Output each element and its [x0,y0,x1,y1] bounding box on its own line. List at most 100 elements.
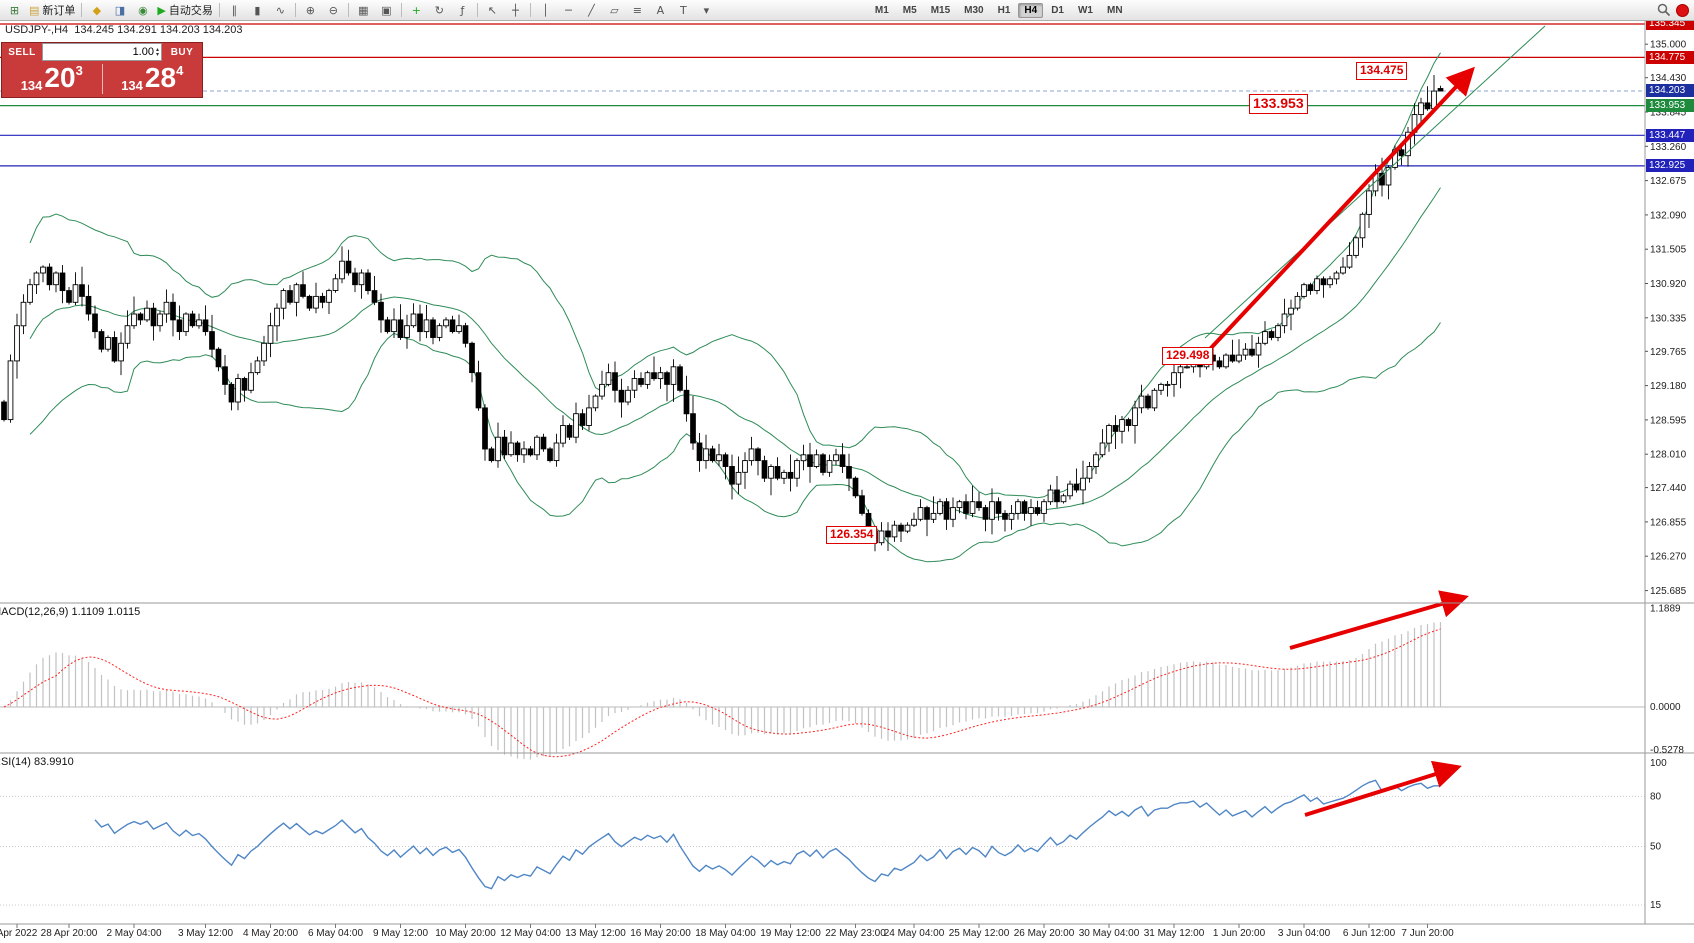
buy-price[interactable]: 134 28 4 [103,61,203,97]
macd-header: MACD(12,26,9) 1.1109 1.0115 [0,606,140,618]
buy-price-point: 4 [176,63,184,78]
cursor-button[interactable]: ↖ [481,1,504,20]
time-axis-label: 6 May 04:00 [308,928,363,939]
navigator-button[interactable]: ◉ [131,1,154,20]
sell-price[interactable]: 134 20 3 [2,61,102,97]
time-axis-label: 3 Jun 04:00 [1278,928,1331,939]
volume-input[interactable]: 1.00 ▴ ▾ [42,43,162,61]
trade-panel-prices: 134 20 3 134 28 4 [2,61,202,97]
data-window-icon: ◨ [114,3,126,17]
time-axis-label: 3 May 12:00 [178,928,233,939]
search-icon[interactable] [1657,3,1671,17]
price-axis-label: 132.675 [1650,176,1687,187]
trend-arrow[interactable] [1289,590,1469,650]
timeframe-d1[interactable]: D1 [1051,4,1064,16]
timeframe-m1[interactable]: M1 [874,4,889,16]
time-axis-label: 4 May 20:00 [243,928,298,939]
price-annotation[interactable]: 133.953 [1249,94,1308,114]
price-axis-label: 135.000 [1650,40,1687,51]
zoom-out-button[interactable]: ⊖ [322,1,345,20]
periods-button[interactable]: ↻ [428,1,451,20]
text-button[interactable]: A [649,1,672,20]
sell-button[interactable]: SELL [2,43,42,61]
trend-arrows[interactable] [1194,66,1475,817]
main-toolbar: ⊞ ▤ 新订单 ◆ ◨ ◉ ▶ 自动交易 ∥ ▮ ∿ ⊕ ⊖ ▦ ▣ + ↻ ƒ ↖ ┼ │ ─ ╱ ▱ ≡ A T ▾ M1 M5 M1… [0,0,1694,21]
data-window-button[interactable]: ◨ [108,1,131,20]
trendline-button[interactable]: ╱ [580,1,603,20]
buy-price-big-figure: 134 [121,78,143,93]
time-axis-label: 2 May 04:00 [106,928,161,939]
price-annotation[interactable]: 129.498 [1162,347,1214,365]
horizontal-lines[interactable] [0,23,1645,167]
toolbar-separator [529,3,531,17]
notification-badge[interactable] [1676,3,1689,17]
market-watch-button[interactable]: ◆ [85,1,108,20]
templates-button[interactable]: ƒ [451,1,474,20]
shapes-dropdown-button[interactable]: ▾ [695,1,718,20]
time-axis-label: 31 May 12:00 [1144,928,1205,939]
market-watch-icon: ◆ [92,3,102,17]
crosshair-icon: ┼ [512,3,519,17]
price-badge: 134.203 [1646,84,1694,97]
vertical-line-button[interactable]: │ [534,1,557,20]
timeframe-toolbar: M1 M5 M15 M30 H1 H4 D1 W1 MN [868,2,1130,18]
new-order-button[interactable]: ▤ 新订单 [26,1,78,20]
price-axis-label: 128.010 [1650,450,1687,461]
line-chart-button[interactable]: ∿ [269,1,292,20]
autotrade-button[interactable]: ▶ 自动交易 [154,1,215,20]
timeframe-m30[interactable]: M30 [964,4,984,16]
price-annotation[interactable]: 126.354 [826,526,878,544]
timeframe-h1[interactable]: H1 [997,4,1011,16]
cursor-icon: ↖ [487,3,497,17]
price-axis[interactable]: 135.000 134.430 133.845 133.260 132.675 132.0… [1645,40,1687,597]
one-click-trading-panel: SELL 1.00 ▴ ▾ BUY 134 20 3 134 28 4 [1,42,203,98]
price-axis-label: 127.440 [1650,483,1687,494]
tile-windows-button[interactable]: ▦ [352,1,375,20]
spinner-down-icon[interactable]: ▾ [155,51,159,58]
text-label-icon: T [680,3,687,17]
price-axis-label: 134.430 [1650,73,1687,84]
trend-arrow[interactable] [1194,66,1475,366]
tile-windows-icon: ▦ [358,3,369,17]
add-indicator-button[interactable]: + [405,1,428,20]
time-axis-label: 24 May 04:00 [884,928,945,939]
crosshair-button[interactable]: ┼ [504,1,527,20]
price-divider [101,64,103,94]
horizontal-line-button[interactable]: ─ [557,1,580,20]
price-axis-label: 129.180 [1650,381,1687,392]
buy-button[interactable]: BUY [162,43,202,61]
zoom-in-button[interactable]: ⊕ [299,1,322,20]
bar-chart-button[interactable]: ∥ [223,1,246,20]
toolbar-right [1657,3,1691,17]
rsi-header: RSI(14) 83.9910 [0,756,74,768]
fibonacci-button[interactable]: ≡ [626,1,649,20]
timeframe-m15[interactable]: M15 [930,4,951,16]
time-axis-label: 12 May 04:00 [500,928,561,939]
vertical-line-icon: │ [542,3,549,17]
timeframe-w1[interactable]: W1 [1077,4,1093,16]
price-axis-label: 130.920 [1650,279,1687,290]
timeframe-mn[interactable]: MN [1106,4,1123,16]
channel-button[interactable]: ▱ [603,1,626,20]
spinner-up-icon[interactable]: ▴ [155,46,159,53]
time-axis[interactable]: Apr 2022 28 Apr 20:00 2 May 04:00 3 May 12:… [0,924,1454,939]
periods-icon: ↻ [434,3,444,17]
auto-arrange-button[interactable]: ▣ [375,1,398,20]
timeframe-m5[interactable]: M5 [902,4,917,16]
sell-price-pips: 20 [44,62,76,93]
new-chart-icon: ⊞ [9,3,20,17]
price-badge: 134.775 [1646,51,1694,64]
price-annotation[interactable]: 134.475 [1356,62,1408,80]
trade-panel-top-row: SELL 1.00 ▴ ▾ BUY [2,43,202,61]
text-label-button[interactable]: T [672,1,695,20]
new-chart-button[interactable]: ⊞ [3,1,26,20]
sell-price-point: 3 [75,63,83,78]
price-axis-label: 128.595 [1650,415,1687,426]
trendline[interactable] [1204,25,1546,339]
candlestick-chart-button[interactable]: ▮ [246,1,269,20]
trend-arrow[interactable] [1304,760,1462,817]
timeframe-h4[interactable]: H4 [1018,2,1044,18]
toolbar-separator [81,3,83,17]
volume-spinner[interactable]: ▴ ▾ [155,46,159,58]
